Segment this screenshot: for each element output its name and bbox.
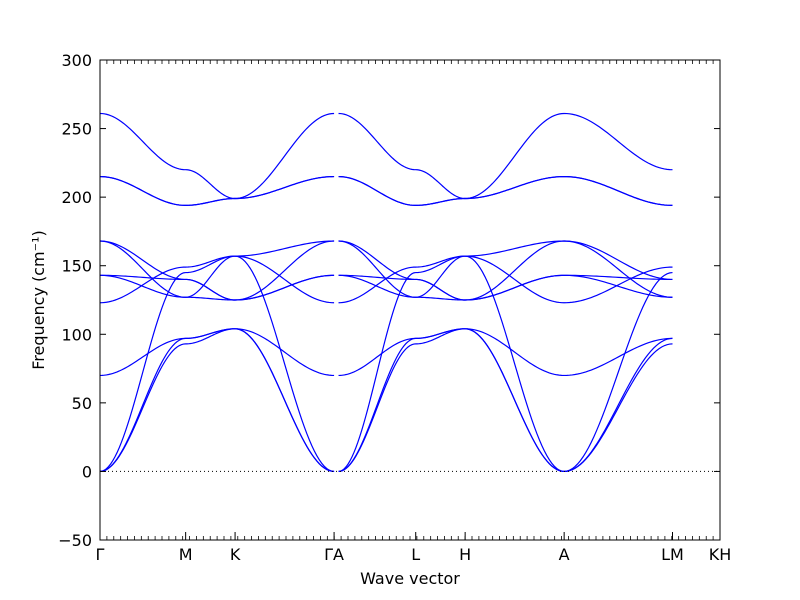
x-tick-label: M: [179, 545, 193, 564]
band-line-band-4: [99, 328, 673, 377]
y-tick-label: 300: [61, 51, 92, 70]
band-line-band-9: [99, 240, 673, 298]
plot-frame: [99, 59, 721, 541]
band-lines: [99, 112, 673, 473]
y-tick-label: 100: [61, 325, 92, 344]
band-line-band-8: [99, 240, 673, 301]
band-line-band-3: [99, 255, 673, 473]
x-tick-label: LM: [661, 545, 684, 564]
x-tick-label: Γ: [96, 545, 105, 564]
band-line-band-5: [99, 255, 673, 304]
y-tick-label: −50: [58, 531, 92, 550]
y-tick-label: 150: [61, 257, 92, 276]
band-line-band-12: [99, 175, 673, 206]
y-tick-label: 50: [72, 394, 92, 413]
y-axis-label: Frequency (cm⁻¹): [29, 230, 48, 369]
y-tick-label: 250: [61, 120, 92, 139]
y-tick-label: 200: [61, 188, 92, 207]
x-tick-label: KH: [709, 545, 732, 564]
x-tick-label: A: [559, 545, 570, 564]
x-axis-label: Wave vector: [360, 569, 460, 588]
band-line-band-10: [99, 175, 673, 206]
band-line-band-11: [99, 112, 673, 200]
axis-ticks: [99, 59, 721, 541]
x-tick-label: L: [411, 545, 420, 564]
x-tick-label: H: [459, 545, 471, 564]
x-tick-label: K: [230, 545, 241, 564]
x-tick-label: ΓA: [324, 545, 344, 564]
tick-labels: −50 0 50 100 150 200 250 300 Γ M K ΓA L H A LM KH: [58, 51, 731, 564]
y-tick-label: 0: [82, 462, 92, 481]
